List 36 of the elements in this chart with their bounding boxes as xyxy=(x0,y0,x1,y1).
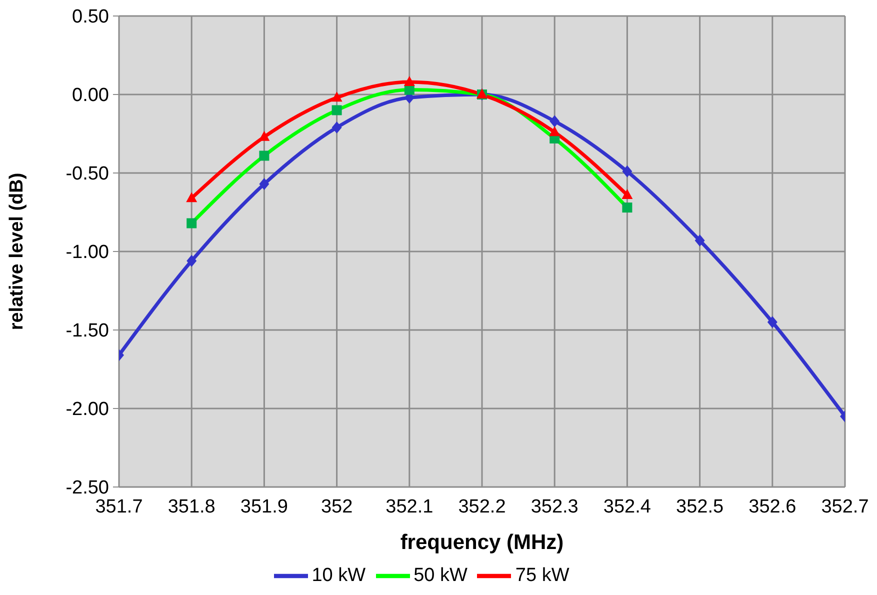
legend-label: 10 kW xyxy=(312,565,366,586)
legend-label: 50 kW xyxy=(414,565,468,586)
point xyxy=(622,165,632,178)
y-axis-title: relative level (dB) xyxy=(6,172,28,330)
legend-label: 75 kW xyxy=(515,565,570,586)
point xyxy=(186,192,198,202)
y-tick-label: -1.50 xyxy=(66,320,109,342)
x-tick-label: 352.5 xyxy=(676,496,724,518)
point xyxy=(694,234,705,247)
point xyxy=(331,92,342,102)
point xyxy=(332,121,342,134)
point xyxy=(186,254,197,267)
x-tick-label: 351.9 xyxy=(240,496,288,518)
x-tick-label: 352.6 xyxy=(748,496,796,518)
x-tick-label: 352.4 xyxy=(603,496,652,518)
point xyxy=(259,178,270,190)
x-tick-label: 352.2 xyxy=(458,496,506,518)
y-tick-label: -2.50 xyxy=(66,478,109,499)
point xyxy=(549,126,560,136)
point xyxy=(404,76,415,86)
y-tick-label: 0.00 xyxy=(72,85,109,106)
x-tick-label: 351.7 xyxy=(95,496,143,518)
point xyxy=(622,188,633,199)
x-tick-label: 352.7 xyxy=(821,496,869,518)
y-tick-label: 0.50 xyxy=(72,6,109,28)
y-tick-label: -1.00 xyxy=(66,242,109,264)
x-tick-label: 352.3 xyxy=(530,496,578,518)
y-tick-label: -0.50 xyxy=(66,164,109,185)
point xyxy=(767,316,778,328)
x-tick-label: 352 xyxy=(320,496,353,518)
y-tick-label: -2.00 xyxy=(66,399,109,420)
point xyxy=(550,115,560,128)
x-tick-label: 352.1 xyxy=(386,496,434,518)
x-tick-label: 351.8 xyxy=(168,496,216,518)
x-axis-title: frequency (MHz) xyxy=(400,531,564,554)
point xyxy=(258,130,270,141)
